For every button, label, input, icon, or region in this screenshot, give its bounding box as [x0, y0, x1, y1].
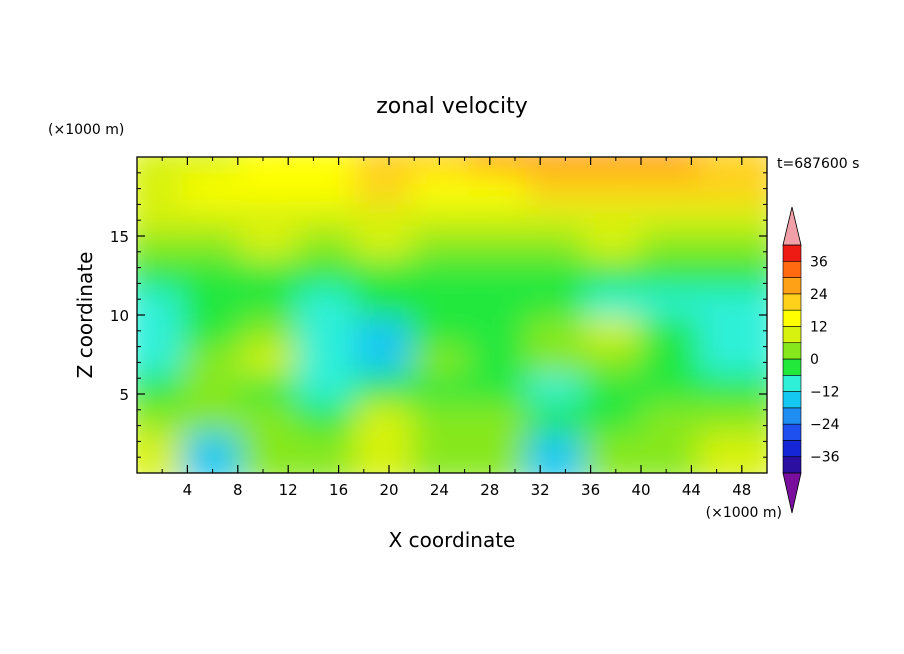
colorbar-label: −24 — [810, 417, 840, 433]
field-cell — [697, 432, 767, 473]
y-axis-label: Z coordinate — [73, 252, 97, 379]
x-tick-label: 44 — [682, 481, 701, 499]
colorbar-segment — [782, 244, 802, 262]
colorbar-segment — [782, 407, 802, 425]
colorbar-segment — [782, 326, 802, 344]
x-tick-label: 32 — [531, 481, 550, 499]
x-tick-label: 40 — [631, 481, 650, 499]
time-label: t=687600 s — [777, 156, 859, 172]
x-tick-label: 12 — [279, 481, 298, 499]
y-tick-label: 15 — [110, 228, 129, 246]
x-tick-label: 36 — [581, 481, 600, 499]
x-tick-label: 20 — [379, 481, 398, 499]
colorbar-segment — [782, 423, 802, 441]
colorbar-label: −12 — [810, 385, 840, 401]
colorbar-extend-min — [782, 472, 802, 514]
x-unit-label: (×1000 m) — [706, 505, 782, 521]
colorbar-segment — [782, 358, 802, 376]
chart-title: zonal velocity — [376, 94, 528, 119]
x-axis-ticks: 4 8 12 16 20 24 28 32 36 40 44 48 — [161, 157, 751, 499]
colorbar-label: 36 — [810, 254, 828, 270]
colorbar-segment — [782, 342, 802, 360]
colorbar-label: 12 — [810, 319, 828, 335]
colorbar-segment — [782, 391, 802, 409]
field-area — [137, 157, 767, 473]
colorbar-label: −36 — [810, 450, 840, 466]
colorbar-segment — [782, 293, 802, 311]
x-tick-label: 4 — [183, 481, 193, 499]
y-axis-ticks: 5 10 15 — [110, 172, 767, 458]
x-tick-label: 8 — [233, 481, 243, 499]
colorbar-segment — [782, 260, 802, 278]
colorbar-segment — [782, 440, 802, 458]
colorbar-label: 0 — [810, 352, 819, 368]
x-tick-label: 24 — [430, 481, 449, 499]
y-unit-label: (×1000 m) — [48, 122, 124, 138]
colorbar-label: 24 — [810, 287, 828, 303]
colorbar-segment — [782, 374, 802, 392]
colorbar: 36 24 12 0 −12 −24 −36 — [782, 206, 840, 514]
colorbar-segment — [782, 456, 802, 474]
x-axis-label: X coordinate — [389, 528, 516, 552]
colorbar-segment — [782, 309, 802, 327]
x-tick-label: 48 — [732, 481, 751, 499]
x-tick-label: 28 — [480, 481, 499, 499]
y-tick-label: 10 — [110, 307, 129, 325]
y-tick-label: 5 — [119, 386, 129, 404]
x-tick-label: 16 — [329, 481, 348, 499]
colorbar-extend-max — [782, 206, 802, 246]
colorbar-segment — [782, 277, 802, 295]
